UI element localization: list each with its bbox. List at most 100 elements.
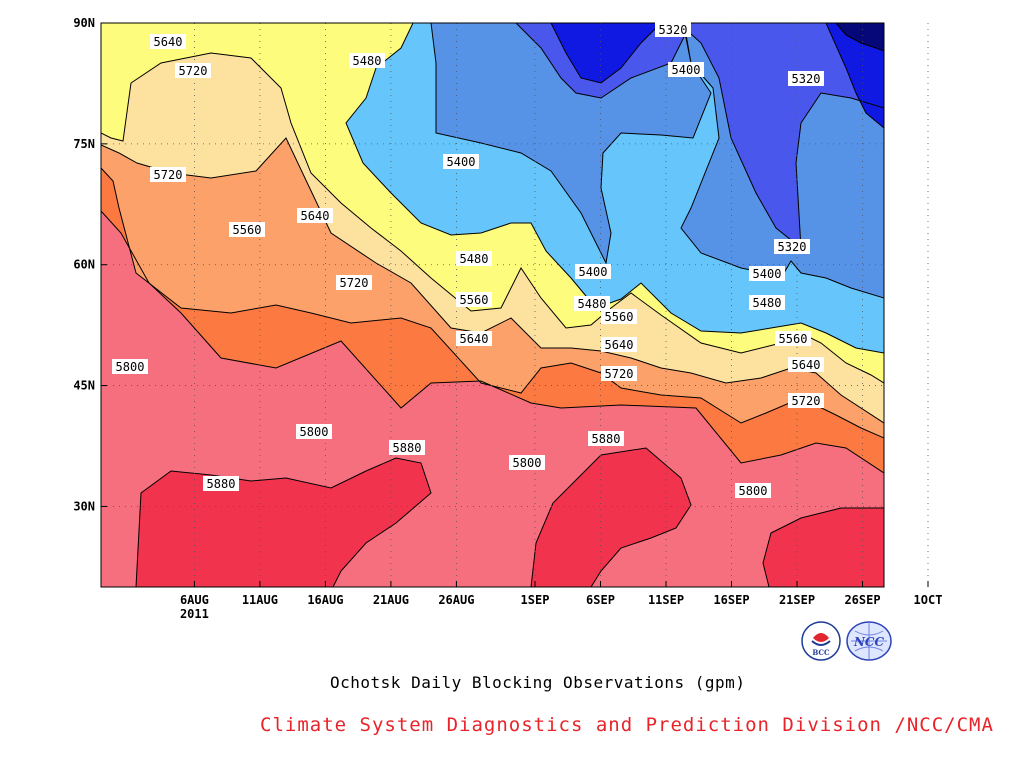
contour-label: 5400 bbox=[579, 265, 608, 279]
contour-label: 5800 bbox=[300, 425, 329, 439]
x-tick-label: 21AUG bbox=[373, 593, 409, 607]
contour-region-above_5880-11 bbox=[531, 448, 691, 587]
contour-label: 5560 bbox=[460, 293, 489, 307]
contour-label-bg bbox=[601, 337, 637, 352]
x-tick-label: 1OCT bbox=[914, 593, 943, 607]
contour-label: 5880 bbox=[393, 441, 422, 455]
contour-label-bg bbox=[655, 22, 691, 37]
y-tick-label: 75N bbox=[73, 137, 95, 151]
contour-line-above_5880-9 bbox=[135, 457, 432, 587]
x-tick-label: 21SEP bbox=[779, 593, 815, 607]
contour-line-5400_5480-4 bbox=[345, 23, 884, 354]
contour-label-bg bbox=[601, 309, 637, 324]
contour-label: 5320 bbox=[659, 23, 688, 37]
contour-label-bg bbox=[389, 440, 425, 455]
axis-ticks: 6AUG 11AUG 16AUG 21AUG 26AUG 1SEP 6SEP 11SEP 16S… bbox=[73, 16, 942, 621]
contour-label-bg bbox=[788, 71, 824, 86]
contour-label-bg bbox=[574, 296, 610, 311]
x-tick-label: 1SEP bbox=[521, 593, 550, 607]
contour-label: 5400 bbox=[753, 267, 782, 281]
contour-line-below_5160-8 bbox=[835, 23, 884, 52]
contour-label-bg bbox=[203, 476, 239, 491]
credit-line: Climate System Diagnostics and Predictio… bbox=[260, 714, 994, 736]
contour-label: 5480 bbox=[353, 54, 382, 68]
contour-label: 5640 bbox=[792, 358, 821, 372]
contour-region-below_5160-9 bbox=[836, 23, 884, 51]
x-tick-label: 26SEP bbox=[844, 593, 880, 607]
contour-label: 5480 bbox=[460, 252, 489, 266]
contour-label: 5560 bbox=[605, 310, 634, 324]
x-tick-label: 11AUG bbox=[242, 593, 278, 607]
contour-label: 5800 bbox=[513, 456, 542, 470]
contour-label-bg bbox=[336, 275, 372, 290]
contour-label: 5560 bbox=[779, 332, 808, 346]
contour-label: 5640 bbox=[605, 338, 634, 352]
contour-line-5720_5800-0 bbox=[101, 23, 884, 474]
contour-label: 5480 bbox=[578, 297, 607, 311]
contour-label-bg bbox=[588, 431, 624, 446]
contour-label-bg bbox=[668, 62, 704, 77]
contour-region-5160_5240-8 bbox=[551, 23, 884, 128]
contour-label: 5880 bbox=[207, 477, 236, 491]
x-tick-label: 16SEP bbox=[713, 593, 749, 607]
y-tick-label: 90N bbox=[73, 16, 95, 30]
contour-label-bg bbox=[150, 167, 186, 182]
contour-label-bg bbox=[575, 264, 611, 279]
contour-label: 5800 bbox=[116, 360, 145, 374]
contour-label: 5640 bbox=[460, 332, 489, 346]
contour-label-bg bbox=[456, 331, 492, 346]
x-year-label: 2011 bbox=[180, 607, 209, 621]
contour-label: 5480 bbox=[753, 296, 782, 310]
contour-label: 5640 bbox=[154, 35, 183, 49]
y-tick-label: 60N bbox=[73, 258, 95, 272]
contour-lines bbox=[101, 23, 884, 587]
y-tick-label: 45N bbox=[73, 379, 95, 393]
x-tick-label: 26AUG bbox=[438, 593, 474, 607]
plot-frame bbox=[100, 22, 885, 588]
contour-labels: 5640 5720 5720 5560 5640 5720 5800 5800 5880 5880… bbox=[112, 22, 824, 498]
contour-label: 5320 bbox=[778, 240, 807, 254]
contour-label-bg bbox=[749, 295, 785, 310]
contour-label-bg bbox=[112, 359, 148, 374]
contour-line-above_5880-11 bbox=[762, 507, 884, 587]
contour-label-bg bbox=[749, 266, 785, 281]
contour-label: 5720 bbox=[605, 367, 634, 381]
contour-label: 5400 bbox=[447, 155, 476, 169]
chart-subtitle: Ochotsk Daily Blocking Observations (gpm… bbox=[330, 673, 746, 692]
contour-label-bg bbox=[297, 208, 333, 223]
contour-label: 5800 bbox=[739, 484, 768, 498]
contour-label: 5720 bbox=[340, 276, 369, 290]
contour-label-bg bbox=[456, 251, 492, 266]
contour-label-bg bbox=[788, 357, 824, 372]
contour-label: 5640 bbox=[301, 209, 330, 223]
contour-region-above_5880-12 bbox=[763, 508, 884, 587]
contour-line-5640_5720-1 bbox=[101, 23, 884, 439]
contour-label: 5720 bbox=[792, 394, 821, 408]
contour-label-bg bbox=[175, 63, 211, 78]
contour-line-above_5880-10 bbox=[530, 447, 692, 587]
x-tick-label: 16AUG bbox=[307, 593, 343, 607]
contour-label-bg bbox=[775, 331, 811, 346]
contour-label-bg bbox=[229, 222, 265, 237]
x-tick-label: 6SEP bbox=[586, 593, 615, 607]
contour-label: 5880 bbox=[592, 432, 621, 446]
x-tick-label: 11SEP bbox=[648, 593, 684, 607]
contour-label-bg bbox=[509, 455, 545, 470]
ncc-logo-text: NCC bbox=[853, 635, 885, 649]
contour-label-bg bbox=[774, 239, 810, 254]
contour-label-bg bbox=[788, 393, 824, 408]
contour-label-bg bbox=[296, 424, 332, 439]
contour-label-bg bbox=[735, 483, 771, 498]
ncc-logo: NCC bbox=[846, 621, 892, 661]
contour-label-bg bbox=[443, 154, 479, 169]
contour-label: 5320 bbox=[792, 72, 821, 86]
contour-label: 5720 bbox=[154, 168, 183, 182]
contour-label-bg bbox=[456, 292, 492, 307]
contour-label-bg bbox=[150, 34, 186, 49]
contour-label-bg bbox=[601, 366, 637, 381]
y-tick-label: 30N bbox=[73, 499, 95, 513]
bcc-logo-text: BCC bbox=[812, 648, 830, 657]
contour-label: 5560 bbox=[233, 223, 262, 237]
x-tick-label: 6AUG bbox=[180, 593, 209, 607]
